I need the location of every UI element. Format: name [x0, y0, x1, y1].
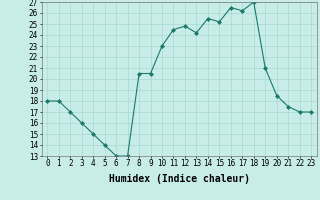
X-axis label: Humidex (Indice chaleur): Humidex (Indice chaleur) [109, 174, 250, 184]
